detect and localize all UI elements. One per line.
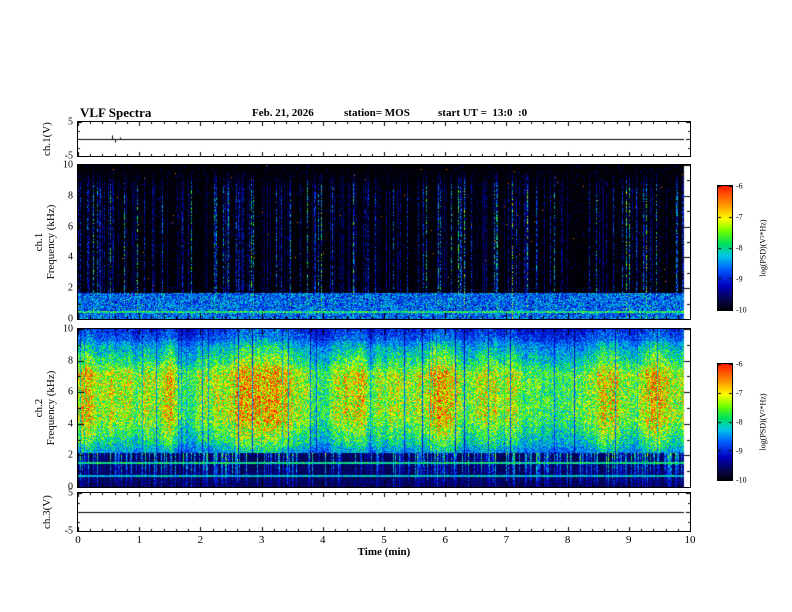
ch3-voltage-panel [77,492,691,532]
ch1-spectrogram-panel [77,164,691,320]
ch3-voltage-plot [78,493,690,531]
y-tick-label: 10 [63,159,73,171]
y-tick-label: 6 [68,386,73,398]
colorbar-tick-label: -6 [736,181,743,191]
colorbar-ch1-gradient [718,186,732,310]
ch1-voltage-axis-label: ch.1(V) [41,122,53,156]
y-tick-label: 4 [68,418,73,430]
y-tick-label: 5 [68,487,73,499]
colorbar-ch2-gradient [718,364,732,480]
colorbar-tick-label: -10 [736,475,747,485]
y-tick-label: 10 [63,323,73,335]
y-tick-label: 0 [68,313,73,325]
y-tick-label: 6 [68,221,73,233]
y-tick-label: 8 [68,190,73,202]
colorbar-tick-label: -8 [736,417,743,427]
y-tick-label: 2 [68,449,73,461]
x-tick-label: 9 [626,534,632,546]
colorbar-tick-label: -9 [736,274,743,284]
y-tick-label: 2 [68,282,73,294]
ch2-frequency-axis-label: ch.2 Frequency (kHz) [33,370,57,446]
colorbar-label-ch1: log(PSD)(V²*Hz) [758,219,768,277]
observation-date: Feb. 21, 2026 [252,107,314,119]
x-tick-label: 5 [381,534,387,546]
x-tick-label: 2 [197,534,204,546]
ch2-spectrogram-panel [77,328,691,488]
colorbar-tick-label: -7 [736,388,743,398]
x-tick-label: 10 [684,534,696,546]
y-tick-label: 5 [68,116,73,128]
time-axis-label: Time (min) [357,546,411,558]
figure-title: VLF Spectra [80,105,152,120]
colorbar-ch1 [717,185,733,311]
colorbar-label-ch2: log(PSD)(V²*Hz) [758,393,768,451]
ch2-spectrogram [78,329,690,487]
colorbar-tick-label: -9 [736,446,743,456]
colorbar-tick-label: -7 [736,212,743,222]
x-tick-label: 3 [258,534,265,546]
y-tick-label: 0 [68,481,73,493]
x-tick-label: 8 [564,534,571,546]
colorbar-tick-label: -10 [736,305,747,315]
colorbar-ch2 [717,363,733,481]
x-tick-label: 7 [503,534,510,546]
y-tick-label: 4 [68,251,73,263]
colorbar-tick-label: -8 [736,243,743,253]
ch1-voltage-plot [78,122,690,156]
x-tick-label: 1 [136,534,142,546]
x-tick-label: 6 [442,534,448,546]
ch3-voltage-axis-label: ch.3(V) [41,495,53,529]
y-tick-label: 8 [68,355,73,367]
ch1-frequency-axis-label: ch.1 Frequency (kHz) [33,204,57,280]
colorbar-tick-label: -6 [736,359,743,369]
ch1-spectrogram [78,165,690,319]
x-tick-label: 4 [320,534,326,546]
ch1-voltage-panel [77,121,691,157]
y-tick-label: -5 [64,150,73,162]
station-name: station= MOS [344,107,410,119]
y-tick-label: -5 [64,525,73,537]
start-time: start UT = 13:0 :0 [438,107,528,119]
x-tick-label: 0 [75,534,81,546]
